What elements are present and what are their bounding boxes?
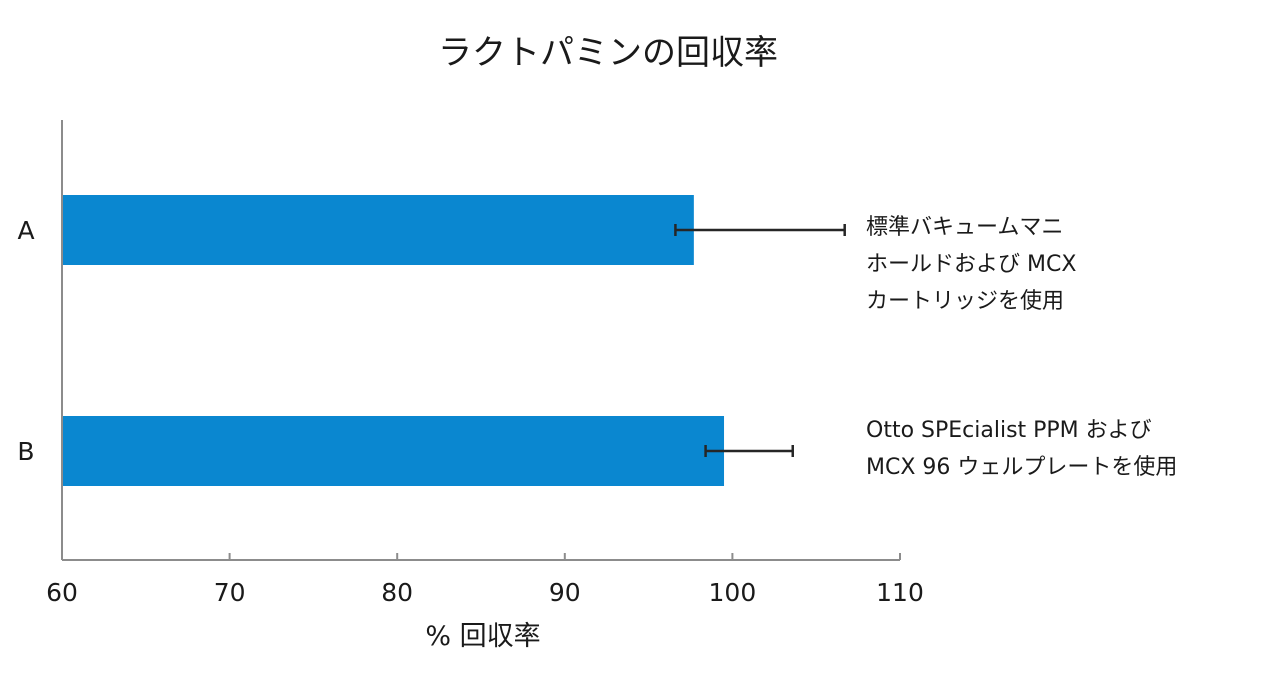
x-tick-label-110: 110 [876,578,924,607]
category-label-A: A [17,216,34,245]
chart-title: ラクトパミンの回収率 [438,33,778,73]
x-tick-label-100: 100 [709,578,757,607]
bar-A [62,195,694,265]
x-axis-label: % 回収率 [425,621,540,652]
annotation-A-line-2: ホールドおよび MCX [866,252,1076,277]
annotation-B-line-1: Otto SPEcialist PPM および [866,418,1152,443]
category-label-B: B [17,437,34,466]
error-bars-group [674,224,846,457]
annotation-A-line-3: カートリッジを使用 [866,289,1064,314]
x-tick-label-90: 90 [549,578,581,607]
bars-group [62,195,725,486]
category-labels-group: AB [17,216,34,466]
x-ticks-group: 60 70 80 90 100 110 [46,553,924,607]
error-bar-A [674,224,846,236]
annotation-A-line-1: 標準バキュームマニ [866,215,1063,240]
x-tick-label-70: 70 [214,578,246,607]
bar-B [62,416,725,486]
annotation-B-line-2: MCX 96 ウェルプレートを使用 [866,455,1177,480]
x-tick-label-80: 80 [381,578,413,607]
x-tick-label-60: 60 [46,578,78,607]
error-bar-B [704,445,794,457]
